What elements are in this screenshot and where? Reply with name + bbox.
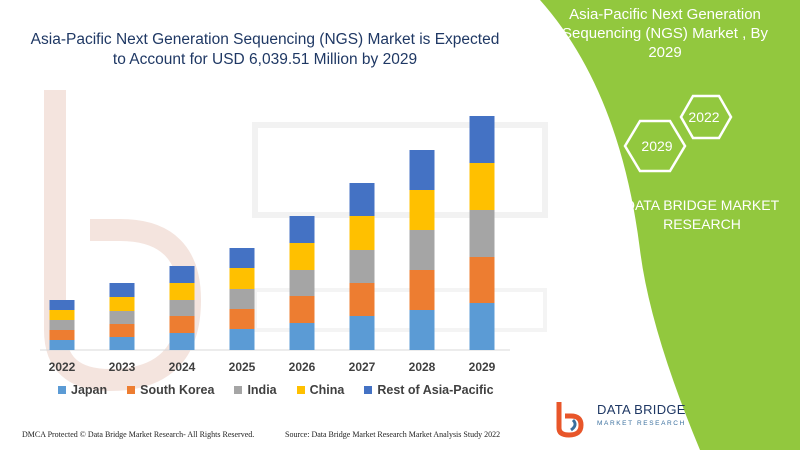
bar-2022-japan bbox=[49, 340, 75, 350]
bar-2029-south-korea bbox=[469, 257, 495, 303]
legend: Japan South Korea India China Rest of Asia-P… bbox=[58, 383, 494, 397]
hexagon-2022 bbox=[679, 94, 733, 140]
legend-item-rest-of-asia-pacific: Rest of Asia-Pacific bbox=[364, 383, 494, 397]
x-tick-labels: 2022 2023 2024 2025 2026 2027 2028 2029 bbox=[49, 360, 496, 374]
x-tick-label-2027: 2027 bbox=[349, 360, 376, 374]
bar-2029-china bbox=[469, 163, 495, 210]
bar-2025-india bbox=[229, 289, 255, 309]
footer-copyright: DMCA Protected © Data Bridge Market Rese… bbox=[22, 430, 255, 439]
bar-2025-rest-of-asia-pacific bbox=[229, 248, 255, 268]
logo-subtitle: MARKET RESEARCH bbox=[597, 420, 686, 427]
bar-2024-india bbox=[169, 300, 195, 316]
bar-2024-rest-of-asia-pacific bbox=[169, 266, 195, 283]
legend-swatch-china bbox=[296, 386, 305, 394]
bar-2026-india bbox=[289, 270, 315, 296]
bar-2027-japan bbox=[349, 316, 375, 350]
bar-2022-south-korea bbox=[49, 330, 75, 340]
bar-2022-china bbox=[49, 310, 75, 320]
bar-2029-india bbox=[469, 210, 495, 257]
legend-label-south-korea: South Korea bbox=[140, 383, 215, 397]
bar-2023-japan bbox=[109, 337, 135, 350]
x-tick-label-2022: 2022 bbox=[49, 360, 76, 374]
legend-label-rest-of-asia-pacific: Rest of Asia-Pacific bbox=[377, 383, 494, 397]
bar-2027-rest-of-asia-pacific bbox=[349, 183, 375, 216]
logo-name: DATA BRIDGE bbox=[597, 402, 686, 417]
bar-2025-south-korea bbox=[229, 309, 255, 329]
company-name: DATA BRIDGE MARKET RESEARCH bbox=[624, 197, 780, 232]
legend-label-china: China bbox=[309, 383, 345, 397]
legend-label-japan: Japan bbox=[71, 383, 108, 397]
bar-2026-rest-of-asia-pacific bbox=[289, 216, 315, 243]
bar-2028-rest-of-asia-pacific bbox=[409, 150, 435, 190]
bar-2027-india bbox=[349, 250, 375, 283]
bar-2025-china bbox=[229, 268, 255, 289]
bar-2028-japan bbox=[409, 310, 435, 350]
legend-item-china: China bbox=[296, 383, 345, 397]
x-tick-label-2029: 2029 bbox=[469, 360, 496, 374]
data-bridge-logo-icon bbox=[556, 402, 584, 438]
legend-item-south-korea: South Korea bbox=[127, 383, 214, 397]
legend-item-japan: Japan bbox=[58, 383, 107, 397]
panel-title: Asia-Pacific Next Generation Sequencing … bbox=[562, 6, 768, 61]
bar-2023-south-korea bbox=[109, 324, 135, 337]
bar-2025-japan bbox=[229, 329, 255, 350]
legend-label-india: India bbox=[247, 383, 277, 397]
x-tick-label-2028: 2028 bbox=[409, 360, 436, 374]
green-panel-shape bbox=[540, 0, 800, 450]
bar-2022-rest-of-asia-pacific bbox=[49, 300, 75, 310]
bar-2028-south-korea bbox=[409, 270, 435, 310]
legend-item-india: India bbox=[234, 383, 277, 397]
chart-title: Asia-Pacific Next Generation Sequencing … bbox=[30, 31, 500, 68]
x-tick-label-2024: 2024 bbox=[169, 360, 196, 374]
bar-2027-china bbox=[349, 216, 375, 250]
hex-label-2029: 2029 bbox=[641, 138, 673, 154]
footer-source: Source: Data Bridge Market Research Mark… bbox=[285, 430, 501, 439]
legend-swatch-rest-of-asia-pacific bbox=[364, 386, 373, 394]
bar-2023-india bbox=[109, 311, 135, 324]
bar-2029-rest-of-asia-pacific bbox=[469, 116, 495, 163]
x-tick-label-2025: 2025 bbox=[229, 360, 256, 374]
bar-2023-rest-of-asia-pacific bbox=[109, 283, 135, 297]
bar-2029-japan bbox=[469, 303, 495, 350]
bar-2024-china bbox=[169, 283, 195, 300]
legend-swatch-japan bbox=[58, 386, 66, 394]
bar-2026-south-korea bbox=[289, 296, 315, 323]
bar-2028-india bbox=[409, 230, 435, 270]
bar-2022-india bbox=[49, 320, 75, 330]
bar-2028-china bbox=[409, 190, 435, 230]
hex-label-2022: 2022 bbox=[688, 109, 720, 125]
hexagon-2029 bbox=[623, 119, 687, 173]
bar-2026-japan bbox=[289, 323, 315, 350]
x-tick-label-2026: 2026 bbox=[289, 360, 316, 374]
bars-group bbox=[49, 116, 495, 350]
bar-2026-china bbox=[289, 243, 315, 270]
legend-swatch-south-korea bbox=[127, 386, 136, 394]
bar-2024-japan bbox=[169, 333, 195, 350]
x-tick-label-2023: 2023 bbox=[109, 360, 136, 374]
bar-2023-china bbox=[109, 297, 135, 311]
bar-2027-south-korea bbox=[349, 283, 375, 316]
bar-2024-south-korea bbox=[169, 316, 195, 333]
legend-swatch-india bbox=[234, 386, 243, 394]
